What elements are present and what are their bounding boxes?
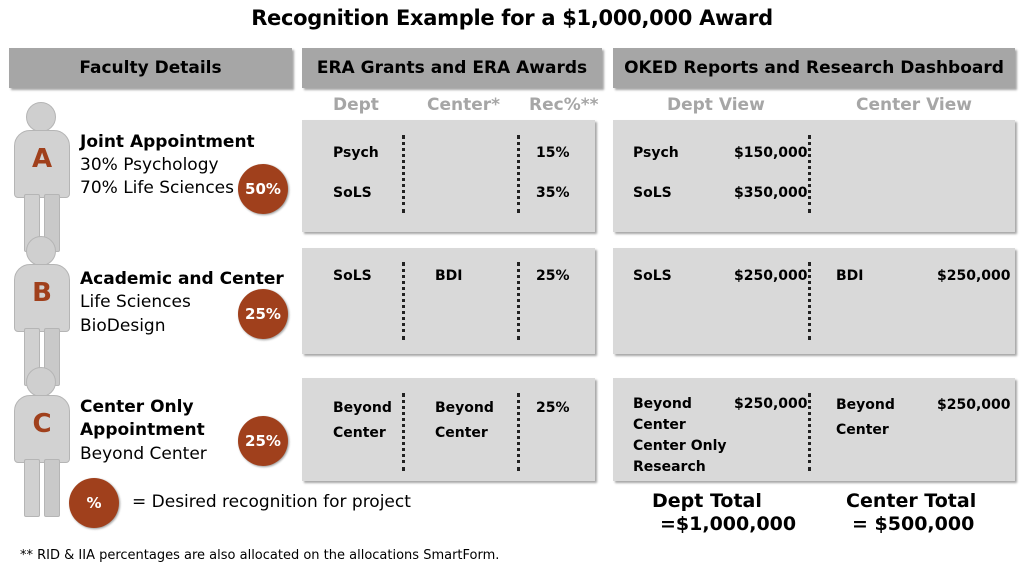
dept-total-value: =$1,000,000 — [660, 513, 797, 535]
header-oked-reports: OKED Reports and Research Dashboard — [613, 48, 1015, 88]
era-dept-a-1: Psych — [333, 145, 379, 161]
era-center-c-1: Beyond — [435, 400, 494, 416]
header-faculty-details: Faculty Details — [9, 48, 292, 88]
divider-dots — [517, 262, 520, 340]
era-center-b-1: BDI — [435, 268, 463, 284]
divider-dots — [402, 393, 405, 471]
faculty-title-a: Joint Appointment — [80, 132, 255, 152]
person-icon-c: C — [12, 367, 72, 517]
faculty-title-c-1: Center Only — [80, 397, 194, 417]
divider-dots — [808, 262, 811, 340]
era-rec-c-1: 25% — [536, 400, 570, 416]
center-total-label: Center Total — [846, 490, 977, 512]
divider-dots — [517, 135, 520, 213]
oked-dept-amount-c-1: $250,000 — [734, 396, 808, 412]
oked-dept-name-a-1: Psych — [633, 145, 679, 161]
oked-center-name-b-1: BDI — [836, 268, 864, 284]
oked-center-name-c-1: Beyond — [836, 397, 895, 413]
oked-dept-amount-b-1: $250,000 — [734, 268, 808, 284]
oked-dept-amount-a-1: $150,000 — [734, 145, 808, 161]
legend-text: = Desired recognition for project — [132, 492, 411, 512]
oked-dept-amount-a-2: $350,000 — [734, 185, 808, 201]
faculty-line-b-1: Life Sciences — [80, 292, 191, 312]
era-dept-c-1: Beyond — [333, 400, 392, 416]
faculty-line-c-1: Beyond Center — [80, 444, 207, 464]
subheader-center-view: Center View — [856, 95, 972, 115]
oked-center-amount-c-1: $250,000 — [937, 397, 1011, 413]
era-center-c-2: Center — [435, 425, 488, 441]
era-dept-b-1: SoLS — [333, 268, 372, 284]
faculty-title-b: Academic and Center — [80, 269, 284, 289]
person-icon-b: B — [12, 236, 72, 386]
oked-center-amount-b-1: $250,000 — [937, 268, 1011, 284]
center-total-value: = $500,000 — [852, 513, 975, 535]
era-rec-b-1: 25% — [536, 268, 570, 284]
person-letter-b: B — [32, 278, 52, 308]
faculty-line-a-1: 30% Psychology — [80, 155, 219, 175]
legend-badge: % — [69, 478, 119, 528]
era-rec-a-1: 15% — [536, 145, 570, 161]
oked-center-name-c-2: Center — [836, 422, 889, 438]
divider-dots — [517, 393, 520, 471]
oked-panel-b — [613, 248, 1015, 354]
oked-panel-c — [613, 378, 1015, 481]
divider-dots — [808, 135, 811, 213]
subheader-center: Center* — [427, 95, 501, 115]
recognition-badge-c: 25% — [238, 416, 288, 466]
header-era-grants: ERA Grants and ERA Awards — [302, 48, 602, 88]
footnote: ** RID & IIA percentages are also alloca… — [20, 548, 500, 563]
recognition-badge-b: 25% — [238, 289, 288, 339]
oked-dept-name-c-4: Research — [633, 459, 706, 475]
person-icon-a: A — [12, 102, 72, 252]
era-rec-a-2: 35% — [536, 185, 570, 201]
oked-dept-name-a-2: SoLS — [633, 185, 672, 201]
person-letter-c: C — [32, 409, 52, 439]
era-dept-a-2: SoLS — [333, 185, 372, 201]
divider-dots — [808, 393, 811, 471]
person-letter-a: A — [31, 144, 53, 174]
oked-dept-name-c-3: Center Only — [633, 438, 727, 454]
subheader-dept-view: Dept View — [667, 95, 765, 115]
faculty-line-a-2: 70% Life Sciences — [80, 178, 234, 198]
divider-dots — [402, 135, 405, 213]
era-panel-b — [302, 248, 595, 354]
faculty-title-c-2: Appointment — [80, 420, 205, 440]
oked-dept-name-c-1: Beyond — [633, 396, 692, 412]
recognition-badge-a: 50% — [238, 164, 288, 214]
dept-total-label: Dept Total — [652, 490, 762, 512]
faculty-line-b-2: BioDesign — [80, 316, 166, 336]
oked-dept-name-c-2: Center — [633, 417, 686, 433]
era-dept-c-2: Center — [333, 425, 386, 441]
subheader-dept: Dept — [333, 95, 379, 115]
era-panel-a — [302, 120, 595, 232]
divider-dots — [402, 262, 405, 340]
page-title: Recognition Example for a $1,000,000 Awa… — [251, 6, 773, 30]
oked-panel-a — [613, 120, 1015, 232]
era-panel-c — [302, 378, 595, 481]
subheader-rec: Rec%** — [529, 95, 599, 115]
oked-dept-name-b-1: SoLS — [633, 268, 672, 284]
